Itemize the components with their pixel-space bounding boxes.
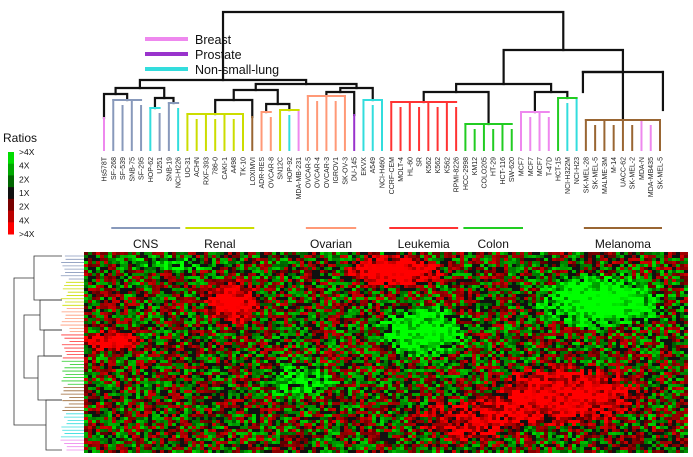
cell-line-label: SK-MEL-5 [658, 157, 665, 189]
cell-line-label: HCT-116 [500, 157, 507, 185]
cell-line-label: SW-620 [509, 157, 516, 182]
cell-line-label: HOP-92 [287, 157, 294, 182]
cell-line-label: SK-MEL-5 [593, 157, 600, 189]
cell-line-label: MCF7 [519, 157, 526, 176]
group-label: Colon [478, 237, 509, 251]
group-label: Ovarian [310, 237, 352, 251]
cell-line-label: MCF7 [528, 157, 535, 176]
ratio-swatch [8, 175, 14, 188]
tissue-group-bars: CNS Renal Ovarian Leukemia Colon Melanoma [111, 227, 662, 251]
ratio-scale: Ratios >4X 4X 2X 1X 2X 4X >4X [3, 131, 37, 239]
cell-line-label: T-47D [546, 157, 553, 176]
cell-line-label: SK-MEL-2 [630, 157, 637, 189]
tissue-legend: Breast Prostate Non-small-lung [145, 33, 279, 77]
cell-line-label: 786-0 [213, 157, 220, 175]
ratio-tick-label: 2X [19, 202, 30, 212]
cell-line-label: SR [417, 157, 424, 167]
cell-line-label: HOP-62 [148, 157, 155, 182]
cell-line-label: OVCAR-3 [324, 157, 331, 188]
cell-line-label: UACC-62 [620, 157, 627, 187]
cell-line-label: SK-OV-3 [342, 157, 349, 185]
cell-line-label: MOLT-4 [398, 157, 405, 182]
cell-line-label: K562 [435, 157, 442, 173]
cell-line-label: LOXIMVI [250, 157, 257, 185]
group-label: Melanoma [595, 237, 651, 251]
cell-line-label: SNB-75 [129, 157, 136, 182]
legend-label-non-small-lung: Non-small-lung [195, 63, 279, 77]
expression-heatmap [84, 252, 688, 453]
ratio-swatch [8, 210, 14, 223]
cell-line-label: ACHN [194, 157, 201, 177]
cell-line-label: SK-MEL-28 [583, 157, 590, 193]
cell-line-label: CCRF-CEM [389, 157, 396, 194]
cell-line-label: RPMI-8226 [454, 157, 461, 193]
legend-label-breast: Breast [195, 33, 232, 47]
cell-line-label: M-14 [611, 157, 618, 173]
cell-line-label: MCF7 [537, 157, 544, 176]
cell-line-label: SF-268 [111, 157, 118, 180]
cell-line-label: HCC-2998 [463, 157, 470, 190]
cell-line-label: OVCAR-4 [315, 157, 322, 188]
group-label: Renal [204, 237, 235, 251]
ratio-swatch [8, 152, 14, 165]
ratio-tick-label: 1X [19, 188, 30, 198]
cell-line-label: A549 [370, 157, 377, 173]
cell-line-label: RXF-393 [203, 157, 210, 185]
cell-line-label: SNB-19 [166, 157, 173, 182]
ratio-tick-label: >4X [19, 147, 35, 157]
cell-line-labels: Hs578T SF-268 SF-539 SNB-75 SF-295 HOP-62 U251… [102, 156, 665, 199]
ratio-tick-label: 2X [19, 174, 30, 184]
cell-line-label: UO-31 [185, 157, 192, 178]
cell-line-label: SF-539 [120, 157, 127, 180]
cell-line-label: K562 [444, 157, 451, 173]
cell-line-label: A498 [231, 157, 238, 173]
gene-dendrogram [13, 255, 84, 451]
cell-line-label: KM12 [472, 157, 479, 175]
ratio-swatch [8, 222, 14, 235]
group-label: Leukemia [398, 237, 450, 251]
cell-line-label: HCT-15 [556, 157, 563, 181]
cell-line-label: SF-295 [139, 157, 146, 180]
group-label: CNS [133, 237, 158, 251]
cell-line-label: HL-60 [407, 157, 414, 176]
cell-line-label: ADR-RES [259, 157, 266, 189]
cell-line-label: TK-10 [241, 157, 248, 176]
cell-line-label: OVCAR-8 [268, 157, 275, 188]
cell-line-label: NCI-H322M [565, 157, 572, 194]
cell-line-label: Hs578T [102, 156, 109, 181]
cell-line-label: NCI-H23 [574, 157, 581, 184]
cell-line-label: EKVX [361, 157, 368, 176]
ratio-scale-title: Ratios [3, 131, 37, 145]
ratio-swatch [8, 187, 14, 200]
ratio-tick-labels: >4X 4X 2X 1X 2X 4X >4X [19, 147, 35, 239]
cell-line-label: IGROV1 [333, 157, 340, 184]
ratio-swatches [8, 152, 14, 235]
cell-line-label: MDA-MB-231 [296, 157, 303, 200]
cell-line-label: MDA-N [639, 157, 646, 180]
cell-line-label: DU-145 [352, 157, 359, 181]
cell-line-label: MALME-3M [602, 157, 609, 194]
cell-line-label: K562 [426, 157, 433, 173]
ratio-tick-label: 4X [19, 161, 30, 171]
cell-line-label: OVCAR-5 [305, 157, 312, 188]
ratio-tick-label: >4X [19, 229, 35, 239]
cell-line-label: MDA-MB435 [648, 157, 655, 197]
cell-line-label: NCI-H460 [380, 157, 387, 188]
cell-line-label: COLO205 [481, 157, 488, 189]
legend-label-prostate: Prostate [195, 48, 242, 62]
cell-line-label: U251 [157, 157, 164, 174]
cell-line-label: NCI-H226 [176, 157, 183, 188]
ratio-swatch [8, 163, 14, 176]
cell-line-label: CAKI-1 [222, 157, 229, 180]
ratio-swatch [8, 198, 14, 212]
cell-line-label: HT-29 [491, 157, 498, 176]
sample-dendrogram [102, 10, 665, 151]
cell-line-label: SN12C [278, 157, 285, 180]
ratio-tick-label: 4X [19, 215, 30, 225]
